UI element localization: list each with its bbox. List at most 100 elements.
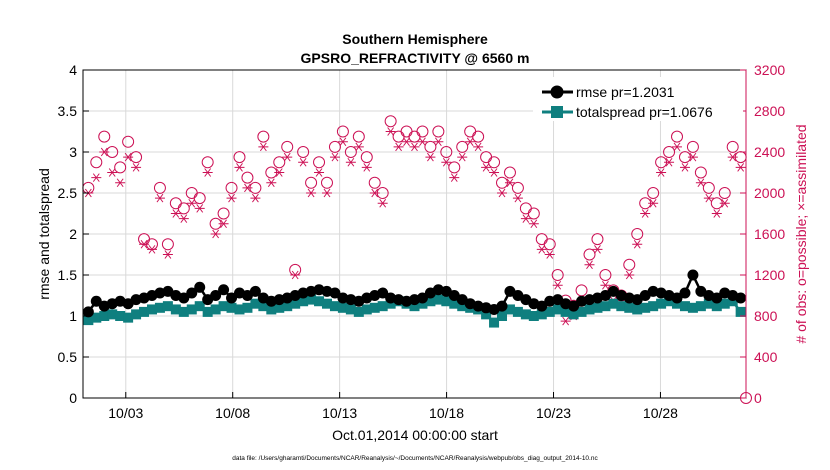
totalspread-point — [719, 298, 730, 309]
asterisk-stroke — [427, 152, 434, 162]
obs-possible-point — [153, 181, 166, 194]
asterisk-stroke — [450, 173, 458, 182]
obs-assimilated-point — [664, 157, 675, 167]
obs-possible-point — [169, 197, 182, 210]
y-tick-label: 2 — [69, 226, 77, 242]
obs-possible-point — [384, 115, 397, 128]
totalspread-point — [672, 298, 683, 309]
obs-possible-point — [694, 166, 707, 179]
totalspread-point — [664, 296, 675, 307]
totalspread-point — [600, 301, 611, 312]
totalspread-point — [377, 301, 388, 312]
obs-assimilated-point — [99, 147, 110, 157]
totalspread-point — [210, 304, 221, 315]
asterisk-stroke — [514, 193, 522, 203]
rmse-point — [687, 269, 699, 281]
y-tick-label: 3 — [69, 144, 77, 160]
asterisk-stroke — [188, 198, 196, 208]
asterisk-stroke — [299, 157, 307, 167]
asterisk-stroke — [180, 214, 188, 223]
asterisk-stroke — [474, 142, 482, 152]
obs-assimilated-point — [584, 260, 595, 270]
obs-possible-point — [82, 181, 95, 194]
asterisk-stroke — [124, 152, 132, 162]
obs-assimilated-point — [329, 152, 340, 162]
asterisk-stroke — [506, 178, 514, 188]
totalspread-point — [592, 302, 603, 313]
obs-assimilated-point — [497, 188, 508, 198]
totalspread-point — [91, 312, 102, 323]
totalspread-point — [242, 302, 253, 313]
obs-possible-point — [98, 130, 111, 143]
obs-assimilated-point — [226, 193, 237, 203]
y2-tick-label: 2800 — [754, 103, 785, 119]
asterisk-stroke — [323, 188, 331, 198]
asterisk-stroke — [729, 152, 737, 162]
obs-possible-point — [432, 125, 445, 138]
asterisk-stroke — [657, 168, 665, 177]
asterisk-stroke — [713, 209, 721, 218]
obs-assimilated-point — [473, 142, 484, 152]
y-tick-label: 0 — [69, 390, 77, 406]
obs-possible-point — [313, 156, 326, 169]
x-tick-label: 10/23 — [536, 405, 571, 421]
chart-subtitle: GPSRO_REFRACTIVITY @ 6560 m — [301, 50, 530, 66]
obs-possible-point — [352, 130, 365, 143]
obs-assimilated-point — [393, 142, 404, 152]
rmse-point — [218, 284, 230, 296]
totalspread-point — [218, 301, 229, 312]
asterisk-stroke — [275, 168, 283, 177]
asterisk-stroke — [721, 198, 729, 208]
obs-possible-point — [583, 248, 596, 261]
obs-possible-point — [217, 207, 230, 220]
totalspread-point — [194, 301, 205, 312]
obs-possible-point — [480, 151, 493, 164]
totalspread-point — [345, 304, 356, 315]
totalspread-point — [353, 306, 364, 317]
totalspread-point — [146, 304, 157, 315]
legend-label-rmse: rmse pr=1.2031 — [576, 84, 675, 100]
y2-tick-label: 2400 — [754, 144, 785, 160]
obs-assimilated-point — [409, 142, 420, 152]
obs-possible-point — [623, 258, 636, 271]
totalspread-point — [656, 298, 667, 309]
obs-assimilated-point — [672, 142, 683, 152]
totalspread-point — [337, 302, 348, 313]
totalspread-point — [481, 309, 492, 320]
asterisk-stroke — [132, 163, 140, 172]
obs-assimilated-point — [234, 163, 245, 172]
obs-possible-point — [416, 125, 429, 138]
y2-tick-label: 800 — [754, 308, 778, 324]
obs-assimilated-point — [711, 209, 722, 218]
obs-assimilated-point — [274, 168, 285, 177]
obs-possible-point — [177, 202, 190, 215]
totalspread-point — [536, 309, 547, 320]
obs-possible-point — [305, 176, 318, 189]
asterisk-stroke — [92, 173, 100, 182]
obs-possible-point — [273, 156, 286, 169]
obs-assimilated-point — [735, 163, 746, 172]
totalspread-point — [107, 309, 118, 320]
totalspread-point — [608, 298, 619, 309]
y-tick-label: 3.5 — [58, 103, 78, 119]
asterisk-stroke — [164, 250, 172, 259]
obs-possible-point — [193, 192, 206, 205]
asterisk-stroke — [482, 163, 490, 172]
obs-assimilated-point — [703, 193, 714, 203]
asterisk-stroke — [283, 152, 291, 162]
obs-assimilated-point — [687, 152, 698, 162]
obs-possible-point — [392, 130, 405, 143]
obs-possible-point — [726, 140, 739, 153]
totalspread-point — [528, 311, 539, 321]
totalspread-point — [226, 302, 237, 313]
totalspread-point — [186, 304, 197, 315]
totalspread-point — [679, 301, 690, 312]
obs-assimilated-point — [592, 245, 603, 254]
obs-possible-point — [671, 130, 684, 143]
asterisk-stroke — [347, 157, 355, 167]
asterisk-stroke — [379, 198, 387, 208]
obs-assimilated-point — [656, 168, 667, 177]
totalspread-point — [314, 296, 325, 307]
totalspread-point — [568, 309, 579, 320]
totalspread-point — [441, 296, 452, 307]
